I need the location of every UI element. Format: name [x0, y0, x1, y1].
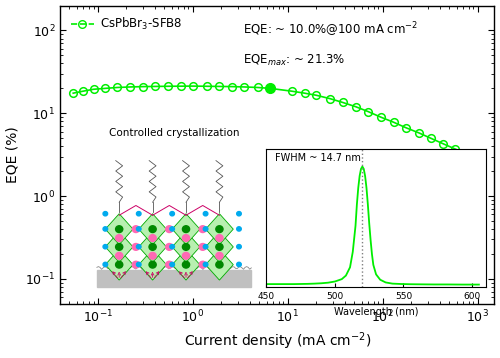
Text: EQE: ~ 10.0%@100 mA cm$^{-2}$: EQE: ~ 10.0%@100 mA cm$^{-2}$ — [242, 20, 418, 39]
Text: EQE$_{max}$: ~ 21.3%: EQE$_{max}$: ~ 21.3% — [242, 53, 345, 68]
Legend: CsPbBr$_3$-SFB8: CsPbBr$_3$-SFB8 — [66, 11, 188, 37]
Y-axis label: EQE (%): EQE (%) — [6, 126, 20, 183]
X-axis label: Current density (mA cm$^{-2}$): Current density (mA cm$^{-2}$) — [184, 331, 371, 352]
